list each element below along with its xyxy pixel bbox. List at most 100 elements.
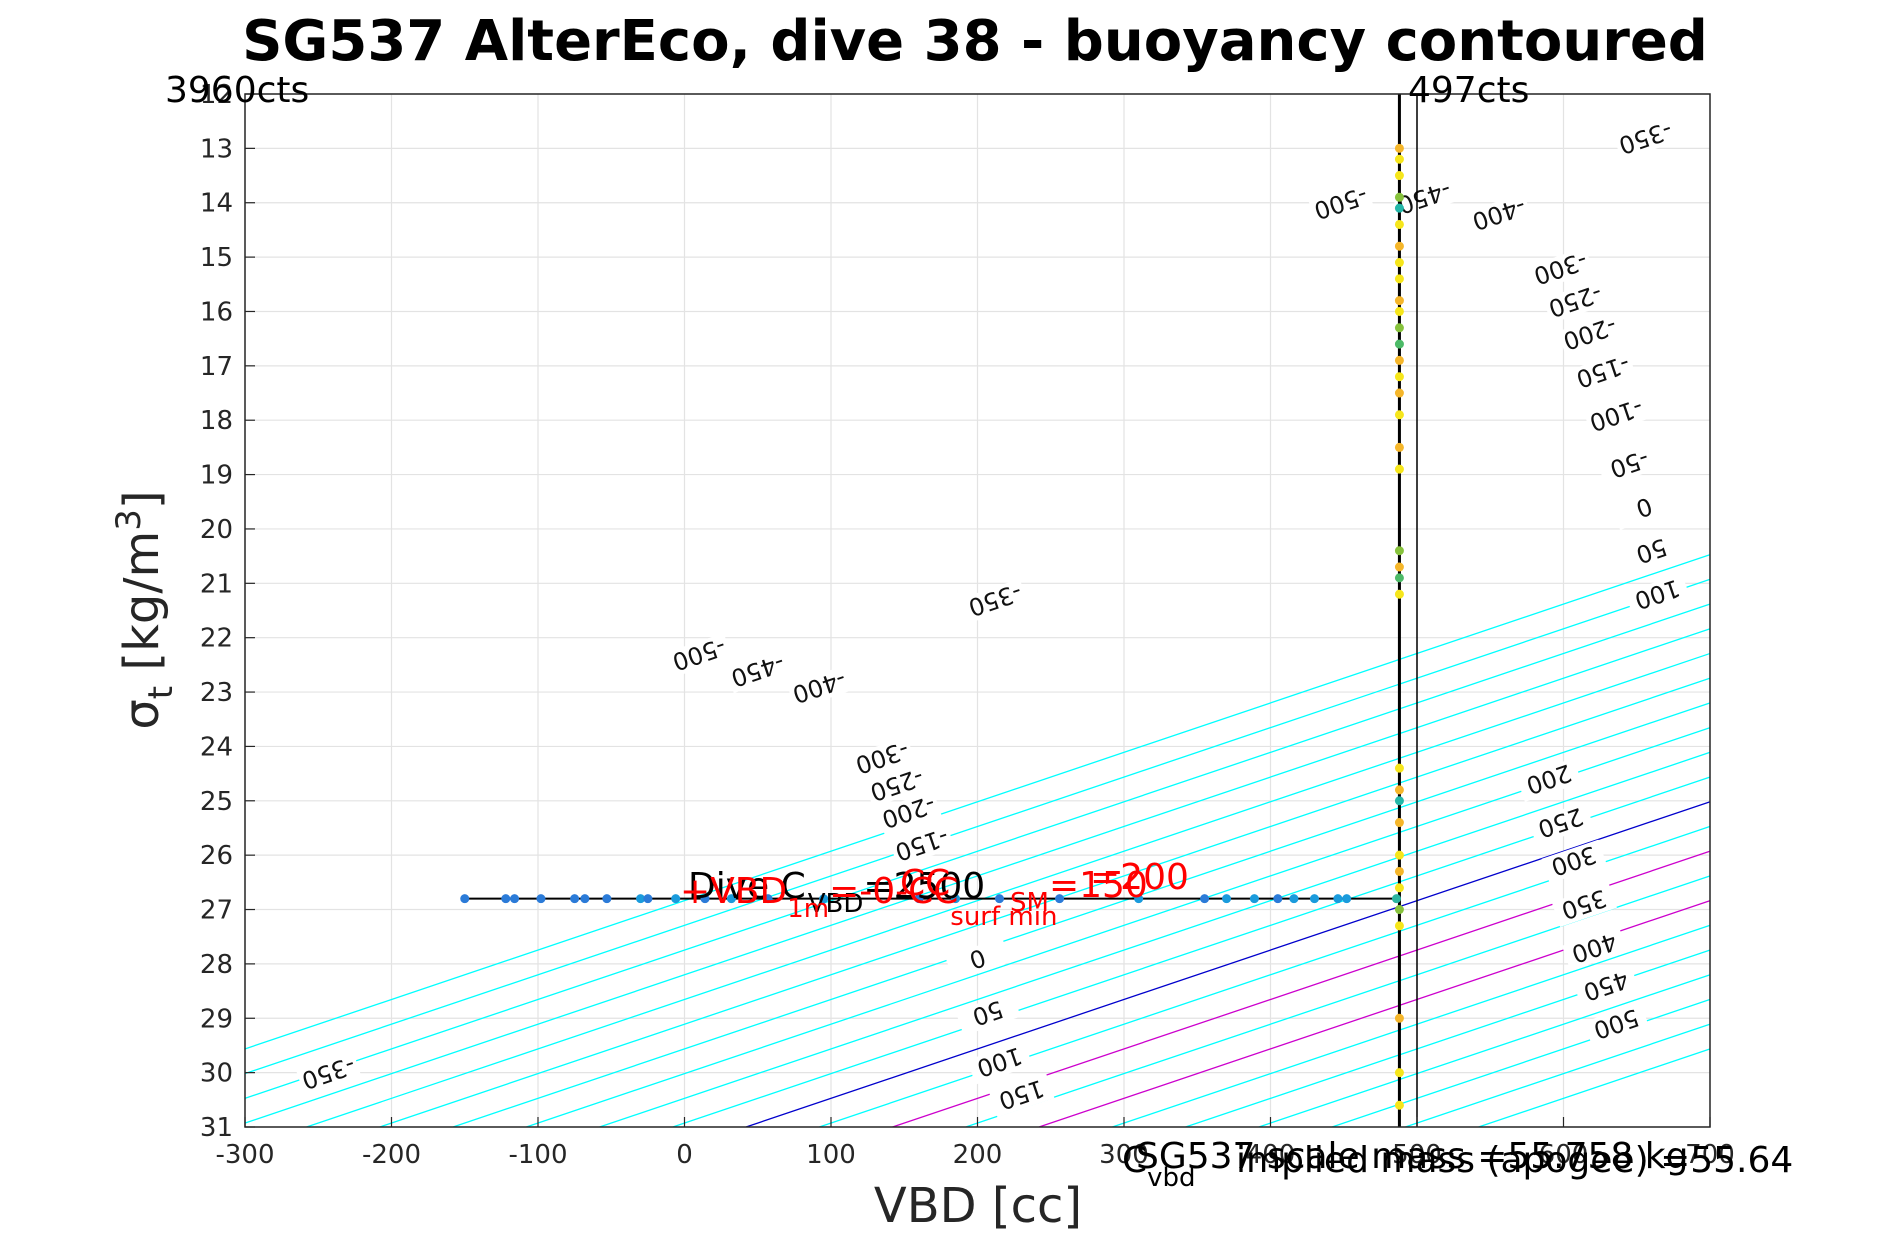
x-tick-label: -100: [508, 1140, 567, 1170]
data-point: [1394, 866, 1404, 876]
data-point: [1394, 763, 1404, 773]
contour-label: -500: [669, 632, 730, 676]
chart-title: SG537 AlterEco, dive 38 - buoyancy conto…: [242, 9, 1708, 74]
data-point: [570, 894, 580, 904]
data-point: [1394, 573, 1404, 583]
data-point: [536, 894, 546, 904]
contour-label-bg: [1308, 181, 1374, 226]
data-point: [1394, 785, 1404, 795]
data-point: [1394, 372, 1404, 382]
annotation-group: Dive CVBD=2500 +VBD1m=-0-CC CCsurf min S…: [680, 857, 1793, 1193]
contour-label-bg: [1570, 350, 1636, 395]
y-tick-label: 16: [200, 297, 233, 327]
contour-label: 350: [1558, 884, 1610, 925]
y-tick-label: 31: [200, 1113, 233, 1143]
y-tick-label: 26: [200, 841, 233, 871]
data-point: [700, 894, 710, 904]
x-tick-label: 100: [806, 1140, 856, 1170]
contour-label: 150: [995, 1074, 1047, 1115]
data-point: [1394, 219, 1404, 229]
y-tick-label: 27: [200, 896, 233, 926]
data-point: [726, 894, 736, 904]
contour-label: -350: [965, 578, 1026, 622]
data-point: [1394, 442, 1404, 452]
data-point: [951, 894, 961, 904]
contour-line: [452, 702, 1710, 1127]
data-point: [1055, 894, 1065, 904]
y-tick-label: 30: [200, 1059, 233, 1089]
contour-line: [1112, 924, 1710, 1127]
data-point: [1394, 1068, 1404, 1078]
data-point: [1394, 154, 1404, 164]
data-point: [1394, 274, 1404, 284]
contour-label: -500: [1311, 181, 1372, 225]
contour-line: [965, 875, 1710, 1127]
contour-label: 400: [1568, 927, 1620, 968]
data-point: [1200, 894, 1210, 904]
contour-label-bg: [1551, 883, 1617, 927]
sm-value-annotation: =200: [1090, 857, 1189, 898]
data-point: [1394, 306, 1404, 316]
contour-line: [245, 603, 1710, 1100]
data-point: [602, 894, 612, 904]
contour-label-bg: [962, 578, 1028, 623]
sm-annotation: SM=150: [1010, 865, 1148, 918]
y-tick-label: 14: [200, 189, 233, 219]
contour-label-bg: [1562, 926, 1628, 971]
contour-label-bg: [876, 790, 942, 835]
c-vbd-annotation: Cvbd: [1122, 1140, 1196, 1193]
contour-label-bg: [850, 736, 916, 781]
x-ticks: -300 -200 -100 0 100 200 300 400 500 600 700: [215, 1117, 1735, 1170]
contour-label-bg: [1542, 279, 1609, 324]
contour-label-bg: [1516, 758, 1582, 802]
x-tick-label: 700: [1685, 1140, 1735, 1170]
data-point: [460, 894, 470, 904]
data-point: [1394, 323, 1404, 333]
contour-label-bg: [1583, 1002, 1650, 1047]
y-tick-label: 22: [200, 624, 233, 654]
contour-line: [379, 677, 1710, 1127]
contour-line: [599, 751, 1710, 1127]
counts-right-label: 497cts: [1408, 70, 1529, 111]
data-point: [1273, 894, 1283, 904]
contour-label: -400: [1469, 192, 1530, 236]
data-point: [1394, 143, 1404, 153]
contour-label-bg: [864, 763, 930, 808]
x-tick-label: -300: [215, 1140, 274, 1170]
data-point: [1394, 921, 1404, 931]
contour-line: [526, 726, 1710, 1127]
data-point: [819, 894, 829, 904]
contour-label: 250: [1534, 802, 1586, 843]
data-point: [1394, 192, 1404, 202]
data-point: [510, 894, 520, 904]
data-point: [1394, 850, 1404, 860]
data-point: [1394, 258, 1404, 268]
y-tick-label: 12: [200, 80, 233, 110]
contour-line: [672, 776, 1710, 1127]
data-point: [636, 894, 646, 904]
contour-label-bg: [1573, 964, 1639, 1009]
dive-path: [464, 94, 1418, 1127]
y-tick-label: 24: [200, 732, 233, 762]
contour-label: -400: [789, 665, 850, 709]
data-point: [1394, 388, 1404, 398]
contour-label: 200: [1523, 758, 1575, 799]
y-ticks: 12 13 14 15 16 17 18 19 20 21 22 23 24 25 26 27 28 29 30 31: [200, 80, 255, 1143]
data-point: [1394, 589, 1404, 599]
data-point: [763, 894, 773, 904]
contour-label-bg: [1613, 116, 1679, 161]
contour-label-bg: [1619, 529, 1685, 574]
scale-mass-annotation: SG537 scale mass =55.758 kg: [1136, 1136, 1688, 1177]
y-tick-label: 29: [200, 1004, 233, 1034]
data-point: [1394, 905, 1404, 915]
contour-label: 300: [1548, 840, 1600, 881]
data-point: [1394, 241, 1404, 251]
data-point: [1394, 883, 1404, 893]
contour-label: -150: [1573, 349, 1634, 393]
y-tick-label: 15: [200, 243, 233, 273]
contour-label-bg: [955, 991, 1021, 1036]
dive-c-vbd-annotation: Dive CVBD=2500: [688, 866, 985, 919]
implied-mass-annotation: implied mass (apogee) =55.64: [1236, 1140, 1793, 1181]
data-point: [580, 894, 590, 904]
data-point: [1333, 894, 1343, 904]
